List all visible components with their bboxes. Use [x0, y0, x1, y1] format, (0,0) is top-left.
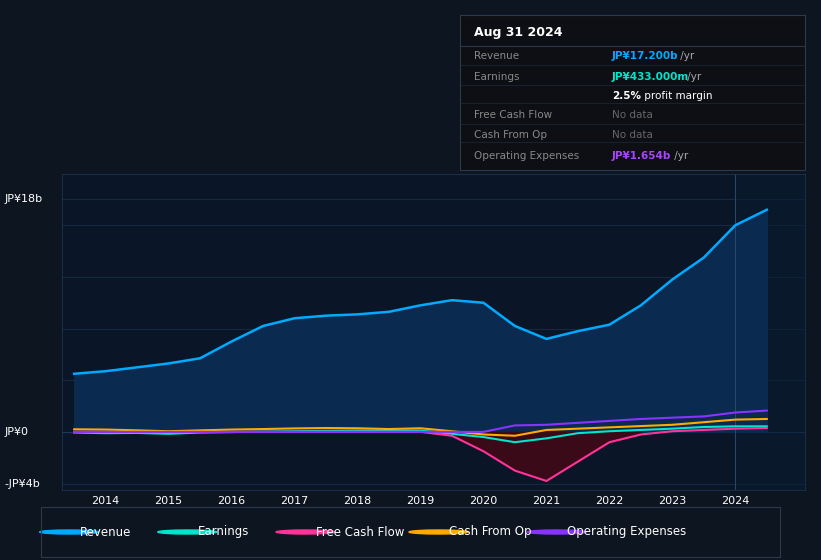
- Text: JP¥0: JP¥0: [4, 427, 28, 437]
- Circle shape: [527, 530, 586, 534]
- Text: No data: No data: [612, 110, 653, 120]
- Text: Free Cash Flow: Free Cash Flow: [474, 110, 552, 120]
- Circle shape: [158, 530, 217, 534]
- Text: profit margin: profit margin: [641, 91, 713, 101]
- Text: Earnings: Earnings: [198, 525, 249, 539]
- Circle shape: [409, 530, 468, 534]
- Text: Aug 31 2024: Aug 31 2024: [474, 26, 562, 39]
- Text: /yr: /yr: [684, 72, 701, 82]
- Text: Cash From Op: Cash From Op: [449, 525, 531, 539]
- Text: Cash From Op: Cash From Op: [474, 130, 547, 141]
- Text: Operating Expenses: Operating Expenses: [567, 525, 686, 539]
- Text: JP¥1.654b: JP¥1.654b: [612, 151, 672, 161]
- Circle shape: [39, 530, 99, 534]
- Text: JP¥433.000m: JP¥433.000m: [612, 72, 689, 82]
- Text: Revenue: Revenue: [474, 50, 519, 60]
- Text: Free Cash Flow: Free Cash Flow: [316, 525, 404, 539]
- Bar: [736, 174, 805, 490]
- Text: 2.5%: 2.5%: [612, 91, 641, 101]
- Text: /yr: /yr: [671, 151, 688, 161]
- Text: /yr: /yr: [677, 50, 695, 60]
- Text: JP¥17.200b: JP¥17.200b: [612, 50, 678, 60]
- Text: -JP¥4b: -JP¥4b: [4, 479, 40, 488]
- Text: Revenue: Revenue: [80, 525, 131, 539]
- Text: No data: No data: [612, 130, 653, 141]
- Text: Earnings: Earnings: [474, 72, 520, 82]
- Text: Operating Expenses: Operating Expenses: [474, 151, 579, 161]
- Text: JP¥18b: JP¥18b: [4, 194, 42, 204]
- Circle shape: [276, 530, 335, 534]
